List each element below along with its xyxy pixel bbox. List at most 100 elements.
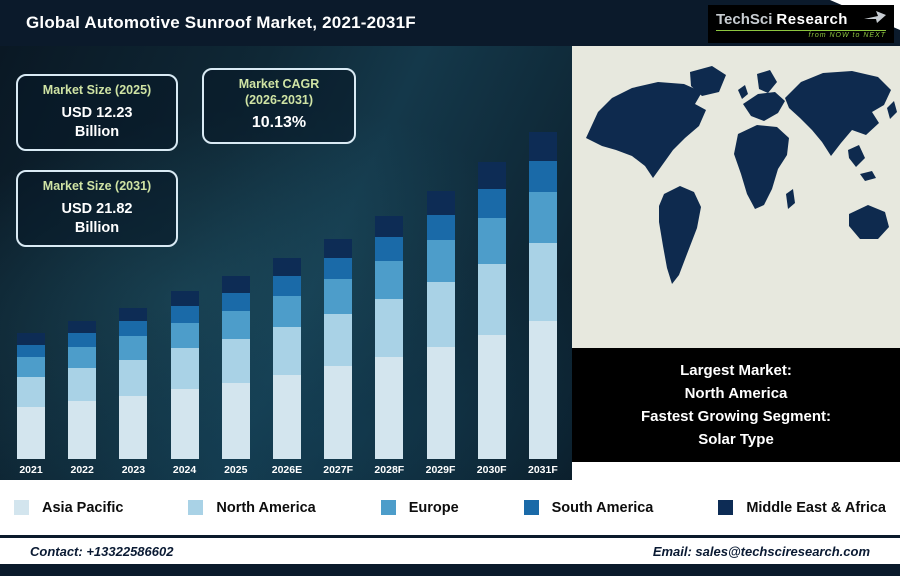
x-axis-label-2029f: 2029F: [425, 464, 456, 476]
x-axis-label-2024: 2024: [172, 464, 197, 476]
bar-segment-north-america: [68, 367, 97, 401]
bar-segment-asia-pacific: [375, 357, 404, 459]
bar-segment-asia-pacific: [528, 321, 557, 459]
bar-segment-middle-east-africa: [221, 276, 250, 293]
legend-swatch-north-america: [188, 500, 204, 515]
legend-label-asia-pacific: Asia Pacific: [42, 499, 124, 516]
bar-segment-south-america: [17, 345, 45, 357]
market-size-2025-value: USD 12.23: [61, 104, 133, 121]
bar-segment-europe: [221, 310, 250, 339]
market-size-2025-box: Market Size (2025) USD 12.23 Billion: [16, 74, 178, 151]
fastest-segment-label: Fastest Growing Segment:: [640, 408, 832, 425]
bar-segment-europe: [272, 295, 301, 327]
bar-segment-south-america: [426, 214, 455, 240]
bar-segment-europe: [68, 346, 97, 368]
largest-market-label: Largest Market:: [680, 361, 792, 379]
world-map-svg: [572, 46, 900, 348]
legend-label-europe: Europe: [408, 499, 459, 516]
bar-stack: [68, 321, 97, 459]
bar-2023: 2023: [116, 307, 150, 476]
bar-segment-south-america: [324, 258, 353, 279]
bar-stack: [170, 291, 199, 459]
bar-segment-south-america: [528, 160, 557, 192]
bar-segment-north-america: [528, 243, 557, 321]
market-cagr-box: Market CAGR (2026-2031) 10.13%: [202, 68, 356, 144]
legend-label-middle-east-africa: Middle East & Africa: [746, 499, 886, 516]
legend-item-europe: Europe: [380, 499, 459, 516]
logo-brand-part2: Research: [776, 10, 848, 28]
world-map: [572, 46, 900, 348]
bar-segment-north-america: [119, 360, 148, 396]
bar-stack: [119, 307, 148, 459]
x-axis-label-2025: 2025: [224, 464, 248, 476]
bar-segment-north-america: [272, 327, 301, 375]
bar-segment-asia-pacific: [68, 400, 97, 459]
stacked-bar-chart: 2021 2022 2023 2024 2025 2026E 2027F 2028F 2029F…: [14, 132, 560, 476]
market-size-2025-unit: Billion: [74, 123, 120, 140]
fastest-segment-value: Solar Type: [698, 431, 774, 449]
legend-swatch-middle-east-africa: [718, 500, 734, 515]
bar-segment-asia-pacific: [221, 382, 250, 459]
largest-market-value: North America: [684, 384, 788, 402]
bar-segment-south-america: [119, 321, 148, 336]
x-axis-label-2027f: 2027F: [323, 464, 354, 476]
bar-2026e: 2026E: [270, 258, 304, 476]
bar-segment-asia-pacific: [119, 396, 148, 459]
right-panel: Largest Market: North America Fastest Gr…: [572, 46, 900, 480]
bar-segment-europe: [324, 279, 353, 314]
x-axis-label-2021: 2021: [19, 464, 43, 476]
legend-label-north-america: North America: [216, 499, 316, 516]
bar-stack: [426, 190, 455, 459]
bar-2024: 2024: [168, 291, 202, 476]
market-size-2031-box: Market Size (2031) USD 21.82 Billion: [16, 170, 178, 247]
bar-segment-middle-east-africa: [375, 216, 404, 237]
bar-stack: [477, 162, 506, 459]
bar-2022: 2022: [65, 321, 99, 476]
market-cagr-heading-line2: (2026-2031): [244, 92, 314, 107]
x-axis-label-2028f: 2028F: [374, 464, 405, 476]
bar-stack: [272, 258, 301, 459]
bar-segment-asia-pacific: [17, 406, 45, 459]
bar-segment-north-america: [375, 298, 404, 357]
market-cagr-value: 10.13%: [251, 114, 307, 132]
bar-segment-north-america: [426, 282, 455, 347]
x-axis-label-2031f: 2031F: [527, 464, 558, 476]
x-axis-label-2026e: 2026E: [271, 464, 303, 476]
bar-segment-south-america: [272, 276, 301, 296]
market-size-2031-unit: Billion: [74, 219, 120, 236]
bar-segment-middle-east-africa: [17, 333, 45, 345]
bar-2030f: 2030F: [475, 162, 509, 476]
bar-segment-south-america: [375, 237, 404, 261]
chart-legend: Asia Pacific North America Europe South Ame…: [0, 480, 900, 535]
bar-stack: [17, 333, 45, 459]
logo-brand-part1: TechSci: [716, 10, 773, 28]
contact-phone: Contact: +13322586602: [30, 543, 174, 559]
bar-segment-europe: [528, 192, 557, 243]
bottom-bar: [0, 564, 900, 576]
market-size-2025-heading: Market Size (2025): [42, 83, 152, 97]
bar-segment-middle-east-africa: [119, 307, 148, 321]
bar-segment-europe: [17, 357, 45, 377]
bar-stack: [375, 216, 404, 459]
legend-item-north-america: North America: [188, 499, 316, 516]
techsci-logo: TechSci Research from NOW to NEXT: [708, 5, 894, 43]
bar-segment-middle-east-africa: [426, 190, 455, 215]
legend-item-south-america: South America: [523, 500, 653, 516]
page-title: Global Automotive Sunroof Market, 2021-2…: [26, 13, 416, 32]
bar-segment-south-america: [477, 189, 506, 218]
arrow-icon: [864, 10, 886, 29]
bar-2029f: 2029F: [424, 190, 458, 476]
legend-swatch-asia-pacific: [14, 500, 29, 515]
footer-divider: [0, 535, 900, 538]
footer: Contact: +13322586602 Email: sales@techs…: [0, 538, 900, 564]
logo-tagline: from NOW to NEXT: [716, 29, 886, 39]
bar-segment-asia-pacific: [324, 366, 353, 459]
bar-segment-middle-east-africa: [68, 321, 97, 333]
x-axis-label-2022: 2022: [70, 464, 94, 476]
bar-segment-europe: [170, 322, 199, 348]
bar-segment-asia-pacific: [272, 375, 301, 459]
bar-segment-south-america: [68, 333, 97, 347]
bar-segment-asia-pacific: [426, 346, 455, 459]
chart-panel: Market Size (2025) USD 12.23 Billion Mar…: [0, 46, 572, 480]
bar-segment-south-america: [221, 292, 250, 311]
